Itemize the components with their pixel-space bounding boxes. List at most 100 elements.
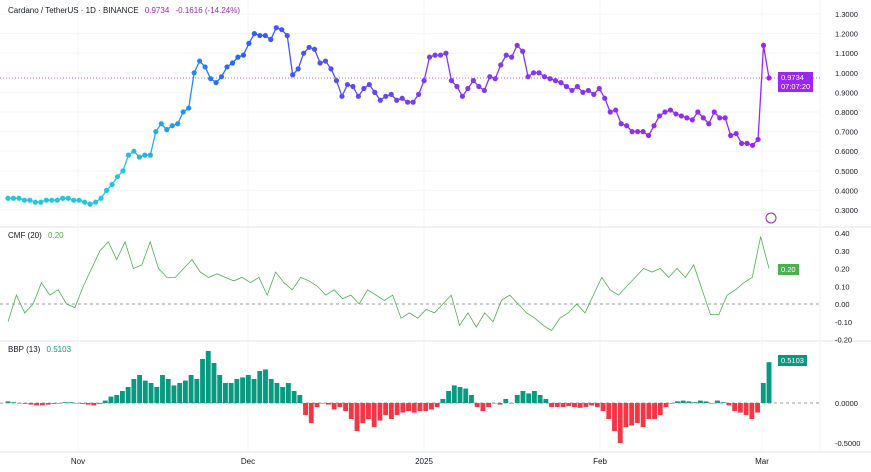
bbp-bar (343, 403, 349, 411)
price-point (333, 78, 340, 84)
price-tick-label: 1.0000 (835, 69, 858, 78)
bbp-bar (308, 403, 314, 423)
price-point (421, 78, 427, 84)
price-point (120, 168, 126, 174)
bbp-bar (617, 403, 623, 443)
bbp-bar (97, 403, 102, 404)
price-point (240, 52, 247, 58)
price-point (651, 123, 657, 129)
bbp-bar (160, 375, 165, 403)
price-point (558, 80, 564, 86)
time-label-feb: Feb (593, 457, 607, 466)
bbp-bar (131, 379, 137, 403)
price-point (175, 121, 181, 127)
bbp-bar (686, 401, 692, 403)
bbp-bar (411, 403, 417, 413)
price-point (344, 81, 351, 88)
bbp-tick-label: -0.5000 (835, 439, 860, 448)
bbp-bar (114, 395, 120, 403)
cmf-line (7, 236, 770, 332)
cmf-name: CMF (20) (8, 231, 42, 240)
price-point (65, 195, 71, 201)
bbp-bar (520, 391, 526, 403)
price-point (426, 54, 433, 60)
bbp-bar (531, 391, 537, 403)
bbp-bar (68, 402, 74, 403)
bbp-bar (268, 379, 274, 403)
bbp-bar (251, 379, 257, 403)
bbp-bar (503, 399, 509, 403)
bbp-bar (703, 401, 709, 403)
bbp-bar (692, 402, 698, 403)
price-point (613, 107, 619, 113)
price-badge-countdown: 07:07:20 (781, 82, 811, 91)
time-label-mar: Mar (755, 457, 769, 466)
price-tick-label: 0.7000 (835, 128, 858, 137)
price-point (569, 87, 575, 94)
bbp-bar (486, 403, 492, 407)
bbp-bar (726, 403, 732, 406)
bbp-bar (480, 403, 486, 411)
price-point (202, 64, 208, 70)
bbp-value: 0.5103 (46, 345, 72, 354)
price-point (328, 66, 334, 72)
bbp-bar (171, 385, 177, 403)
bbp-bar (108, 396, 114, 403)
price-point (454, 83, 460, 90)
price-point (481, 87, 487, 94)
price-tick-label: 1.2000 (835, 30, 858, 39)
bbp-bar (245, 375, 251, 403)
price-point (662, 109, 668, 115)
price-point (492, 76, 498, 82)
bbp-bar (669, 403, 675, 404)
bbp-bar (285, 383, 291, 403)
price-point (27, 197, 33, 203)
bbp-bar (22, 403, 28, 404)
price-point (509, 54, 515, 60)
bbp-bar (549, 403, 555, 407)
bbp-bar (491, 403, 497, 404)
bbp-bar (526, 393, 532, 403)
price-point (153, 129, 159, 135)
symbol-title: Cardano / TetherUS · 1D · BINANCE (8, 6, 139, 15)
bbp-bar (205, 351, 211, 403)
price-point (432, 52, 438, 58)
cmf-tick-label: -0.20 (835, 336, 852, 345)
price-point (394, 97, 400, 103)
price-point (552, 78, 559, 84)
bbp-bar (560, 403, 566, 407)
bbp-bar (766, 362, 772, 403)
bbp-bar (74, 403, 80, 404)
price-point (383, 93, 389, 99)
price-point (635, 129, 641, 135)
bbp-bar (125, 387, 131, 403)
price-point (388, 91, 394, 97)
price-point (503, 52, 509, 58)
price-point (476, 83, 482, 90)
price-point (459, 93, 466, 99)
bbp-bar (697, 400, 703, 403)
bbp-bar (446, 391, 452, 403)
bbp-bar (663, 403, 669, 407)
price-point (87, 201, 93, 207)
bbp-bar (612, 403, 617, 431)
price-point (760, 42, 767, 48)
bbp-bar (406, 403, 411, 411)
bbp-bar (715, 400, 720, 403)
price-point (322, 58, 329, 64)
price-tick-label: 0.4000 (835, 186, 858, 195)
price-point (21, 197, 28, 203)
bbp-bar (583, 403, 589, 407)
bbp-bar (366, 403, 371, 419)
price-point (749, 142, 756, 148)
price-point (246, 40, 252, 47)
price-point (136, 154, 142, 160)
price-point (739, 140, 745, 146)
price-point (350, 83, 356, 90)
price-point (405, 99, 411, 105)
price-badge-value: 0.9734 (781, 73, 804, 82)
price-point (541, 74, 548, 80)
price-point (728, 132, 734, 139)
price-point (317, 60, 323, 66)
